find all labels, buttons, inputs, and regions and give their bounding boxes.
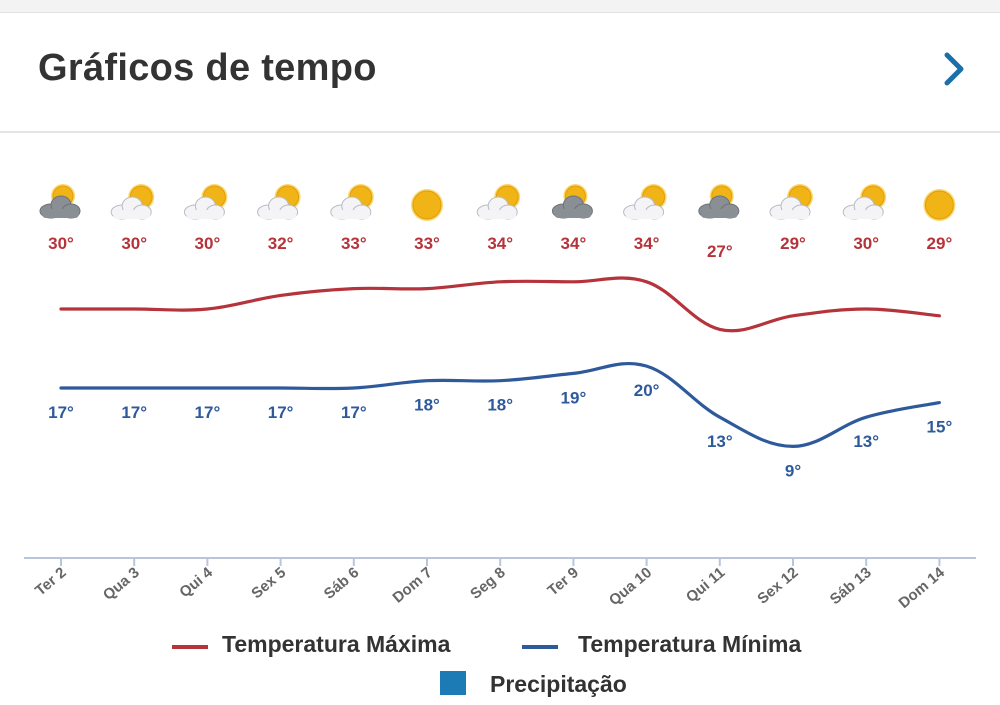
x-tick-label: Qui 4 [176,564,216,602]
data-label-min: 17° [195,403,221,422]
data-label-max: 30° [121,234,147,253]
data-label-min: 15° [927,418,953,437]
page-title: Gráficos de tempo [38,47,377,89]
x-tick-label: Ter 2 [32,564,70,599]
data-label-max: 27° [707,242,733,261]
partly-cloudy-icon [842,184,887,220]
data-label-max: 34° [634,234,660,253]
x-tick-label: Qui 11 [683,564,728,606]
series-line-min [59,361,941,449]
data-label-max: 33° [341,234,367,253]
data-label-min: 20° [634,381,660,400]
x-tick-label: Sex 12 [754,564,801,608]
data-label-max: 30° [48,234,74,253]
sun-icon [923,189,956,221]
data-label-max: 34° [487,234,513,253]
partly-cloudy-icon [330,184,374,220]
legend-label-min: Temperatura Mínima [578,631,801,657]
series-line-max [59,276,941,333]
chevron-right-icon[interactable] [940,49,968,89]
x-tick-label: Dom 14 [896,564,949,612]
weather-charts-card: Gráficos de tempo [0,12,1000,705]
data-label-max: 33° [414,234,440,253]
data-label-max: 29° [780,234,806,253]
legend-swatch-precip [440,671,466,695]
data-label-min: 18° [487,396,513,415]
data-label-max: 34° [561,234,587,253]
x-tick-label: Sáb 13 [827,564,875,608]
partly-cloudy-icon [183,184,228,220]
data-label-min: 18° [414,396,440,415]
data-label-max: 30° [195,234,221,253]
data-label-min: 9° [785,461,801,480]
data-label-min: 19° [561,388,587,407]
x-tick-label: Dom 7 [390,564,436,606]
sun-icon [411,189,443,221]
data-label-min: 17° [268,403,294,422]
x-tick-label: Sáb 6 [321,564,363,603]
partly-cloudy-icon [476,184,521,220]
data-label-max: 32° [268,234,294,253]
card-header: Gráficos de tempo [0,13,1000,133]
x-tick-label: Ter 9 [544,564,582,599]
data-label-max: 29° [927,234,953,253]
cloudy-sun-icon [551,184,593,219]
data-label-min: 17° [48,403,74,422]
data-label-max: 30° [853,234,879,253]
cloudy-sun-icon [698,184,740,219]
partly-cloudy-icon [769,184,813,220]
partly-cloudy-icon [257,184,301,220]
data-label-min: 17° [121,403,147,422]
x-tick-label: Qua 10 [606,564,655,609]
partly-cloudy-icon [623,184,667,220]
x-tick-label: Seg 8 [467,564,509,603]
data-label-min: 17° [341,403,367,422]
data-label-min: 13° [853,432,879,451]
legend-label-max: Temperatura Máxima [222,631,451,657]
x-tick-label: Qua 3 [100,564,143,604]
partly-cloudy-icon [110,184,155,220]
cloudy-sun-icon [39,184,81,219]
x-tick-label: Sex 5 [248,564,289,602]
legend-label-precip: Precipitação [490,671,627,697]
data-label-min: 13° [707,432,733,451]
